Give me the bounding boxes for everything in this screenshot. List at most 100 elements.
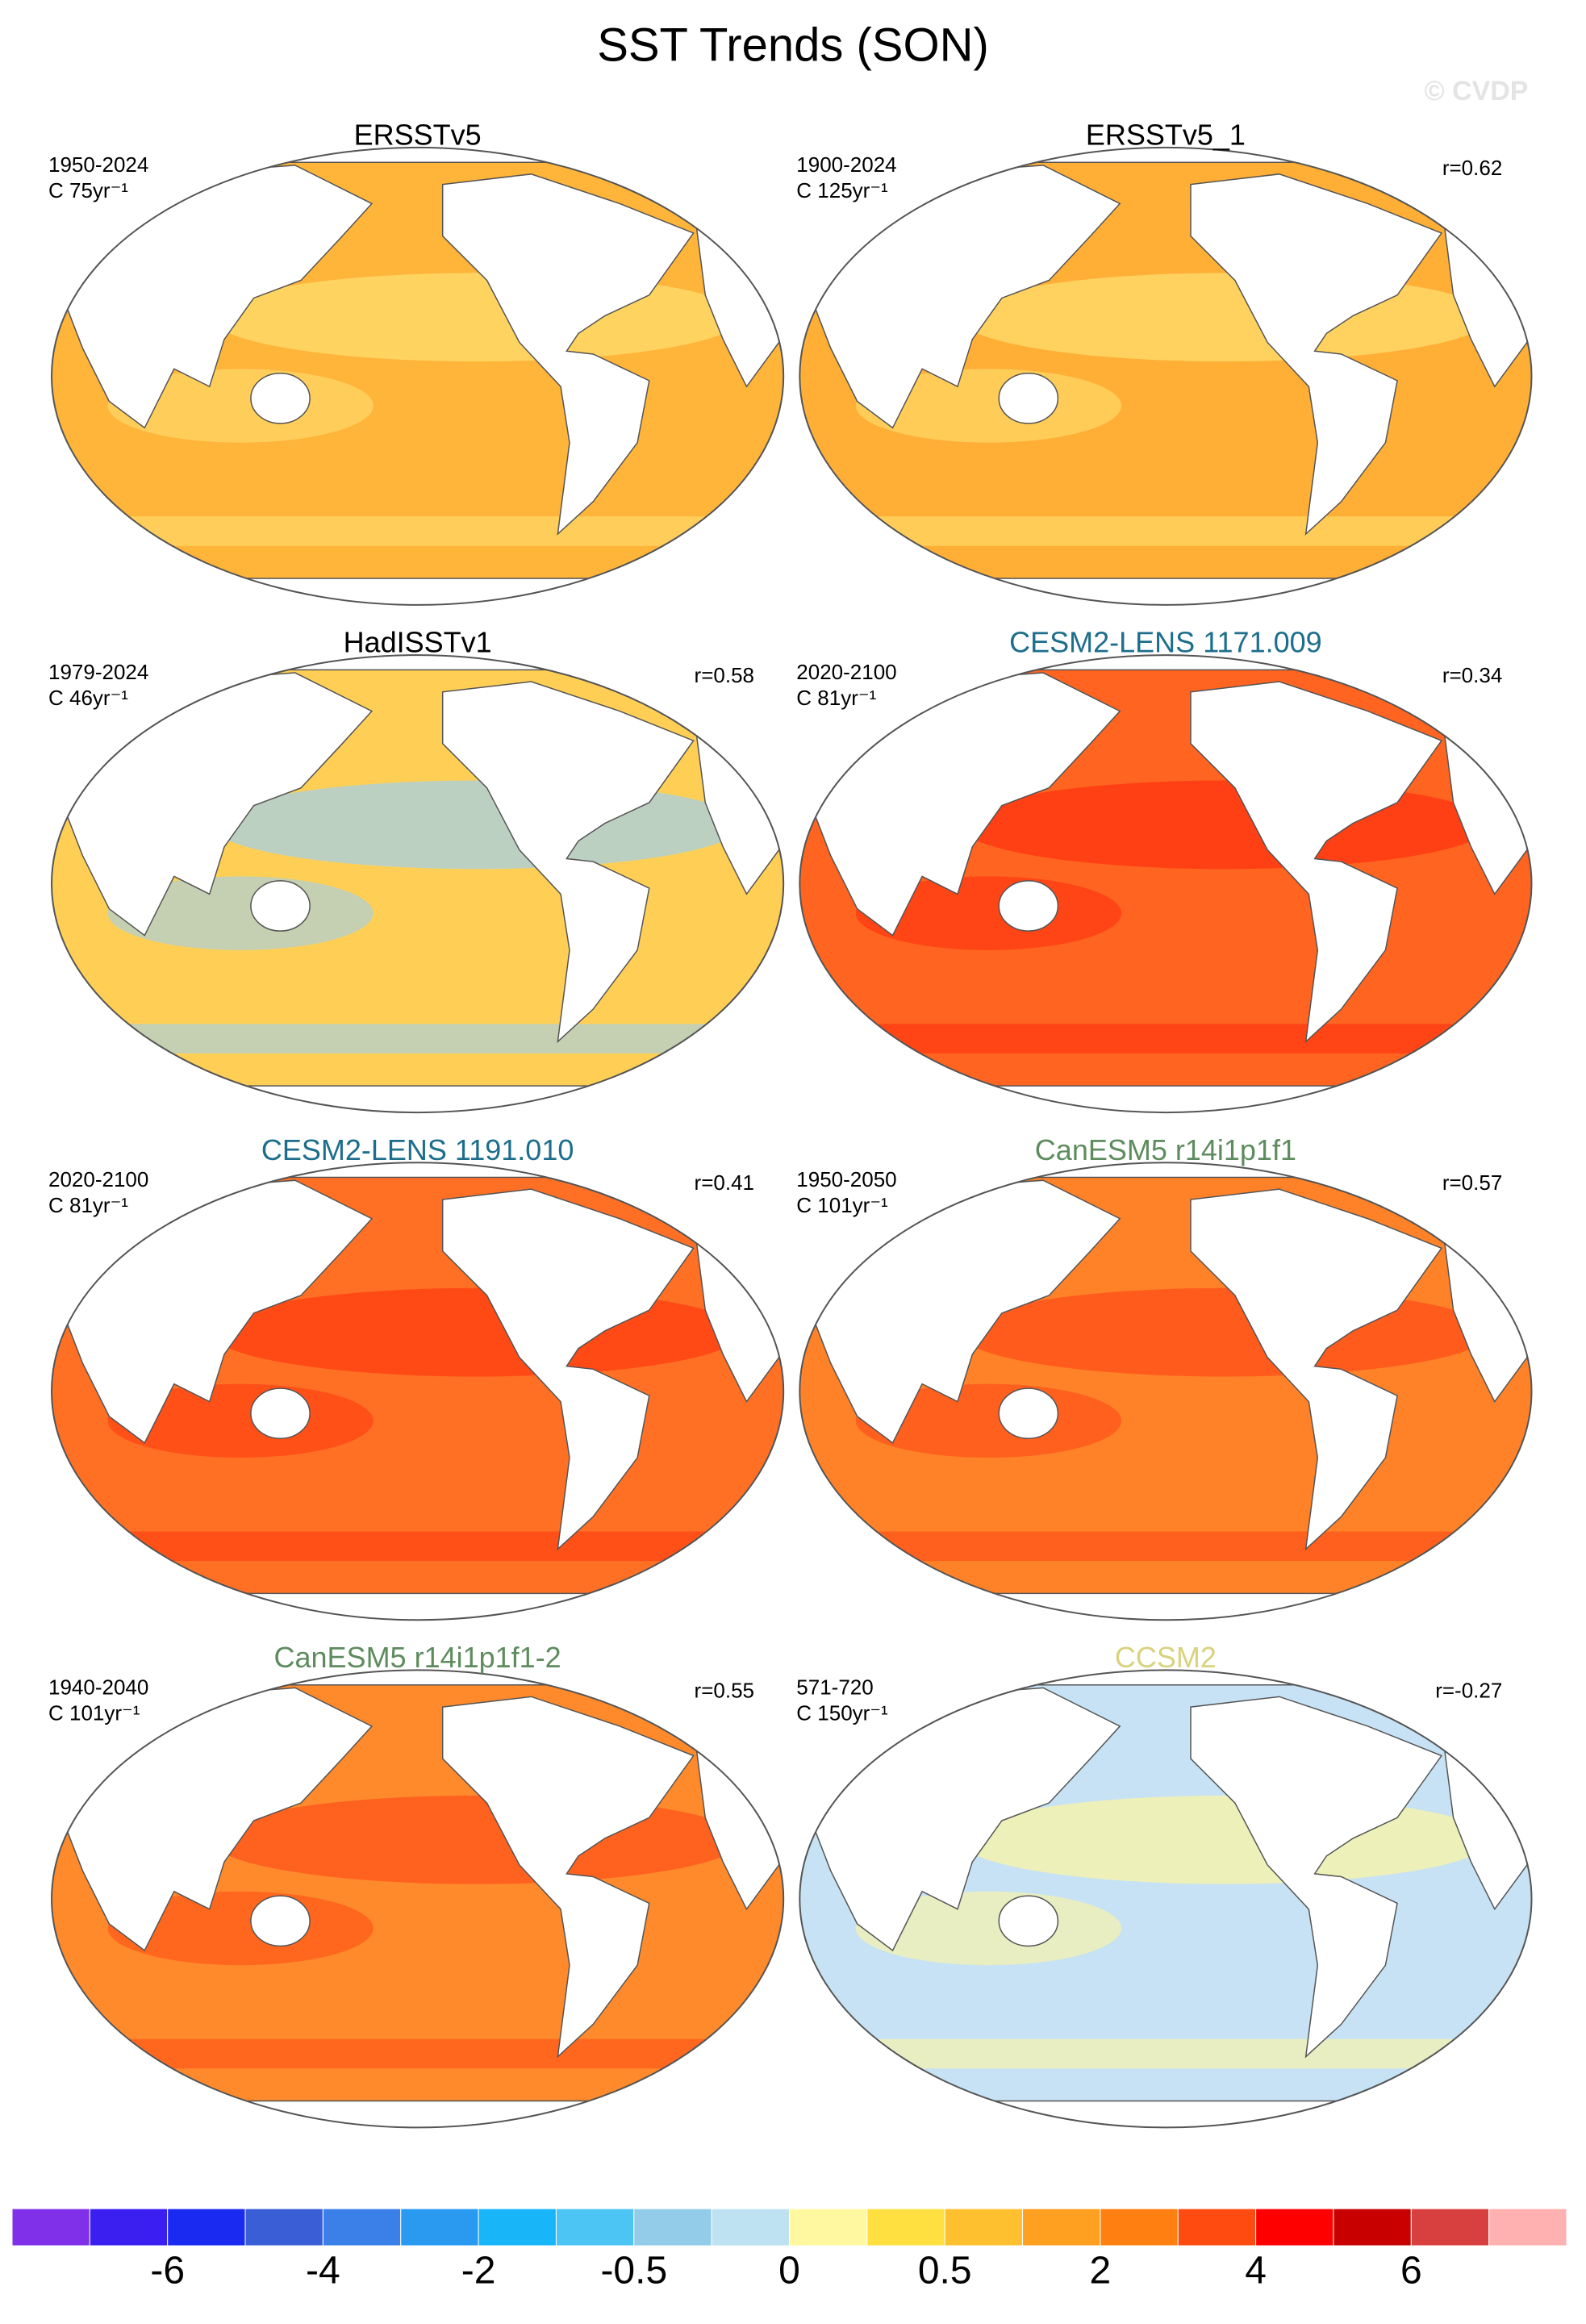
southern-band: [52, 1024, 784, 1054]
colorbar-box: [944, 2208, 1024, 2247]
colorbar-box: [167, 2208, 246, 2247]
panel-title: CESM2-LENS 1171.009: [1009, 626, 1322, 659]
units: C 125yr⁻¹: [796, 178, 888, 202]
period: 1950-2050: [796, 1167, 896, 1191]
correlation: r=0.34: [1442, 663, 1502, 687]
colorbar-box: [1255, 2208, 1334, 2247]
land: [58, 1085, 783, 1113]
land: [441, 1696, 695, 2059]
colorbar-box: [11, 2208, 90, 2247]
colorbar-box: [1333, 2208, 1412, 2247]
land: [441, 681, 695, 1044]
correlation: r=0.55: [695, 1678, 754, 1702]
correlation: r=0.57: [1442, 1170, 1502, 1195]
colorbar-box: [789, 2208, 868, 2247]
map-outline: [799, 1162, 1533, 1621]
ocean-band: [958, 273, 1491, 362]
units: C 101yr⁻¹: [48, 1700, 140, 1725]
units: C 81yr⁻¹: [48, 1193, 128, 1217]
ocean-band: [211, 1287, 742, 1377]
correlation: r=0.58: [695, 663, 754, 687]
colorbar-label: -6: [150, 2250, 185, 2293]
watermark: © CVDP: [1425, 76, 1529, 106]
colorbar-label: 0.5: [918, 2250, 972, 2293]
colorbar-box: [711, 2208, 791, 2247]
colorbar-label: 2: [1090, 2250, 1112, 2293]
land: [250, 372, 311, 424]
colorbar-box: [1100, 2208, 1179, 2247]
units: C 101yr⁻¹: [796, 1193, 888, 1217]
panel-title: CCSM2: [1115, 1641, 1217, 1674]
units: C 81yr⁻¹: [796, 686, 876, 710]
land: [250, 880, 311, 932]
land: [58, 2100, 783, 2128]
map-outline: [799, 146, 1533, 606]
units: C 150yr⁻¹: [796, 1700, 888, 1725]
figure-title: SST Trends (SON): [597, 19, 989, 71]
panel-title: CESM2-LENS 1191.010: [261, 1133, 574, 1166]
panel-title: HadISSTv1: [344, 626, 492, 659]
colorbar-label: -4: [306, 2250, 340, 2293]
land: [806, 578, 1531, 605]
period: 1940-2040: [48, 1675, 148, 1699]
southern-band: [52, 2038, 784, 2069]
correlation: r=0.62: [1442, 156, 1502, 180]
units: C 46yr⁻¹: [48, 686, 128, 710]
units: C 75yr⁻¹: [48, 178, 128, 202]
land: [250, 1387, 311, 1440]
land: [58, 1592, 783, 1621]
period: 1900-2024: [796, 152, 896, 177]
land: [1190, 681, 1443, 1044]
map-body: [52, 147, 784, 605]
ocean-band: [958, 1287, 1491, 1377]
ocean-band: [211, 780, 742, 870]
land: [1190, 173, 1443, 536]
map-body: [52, 1670, 784, 2128]
southern-band: [799, 2038, 1532, 2069]
colorbar-box: [478, 2208, 557, 2247]
colorbar-label: -2: [461, 2250, 496, 2293]
land: [806, 1085, 1531, 1113]
period: 1979-2024: [48, 660, 148, 684]
ocean-band: [211, 1795, 742, 1884]
map-outline: [799, 1669, 1533, 2129]
ocean-band: [958, 780, 1491, 870]
colorbar-label: 0: [778, 2250, 800, 2293]
colorbar-box: [1022, 2208, 1101, 2247]
land: [998, 1895, 1059, 1947]
southern-band: [799, 516, 1532, 546]
land: [441, 1188, 695, 1551]
colorbar-label: 6: [1400, 2250, 1422, 2293]
colorbar-box: [89, 2208, 169, 2247]
map-outline: [51, 1669, 785, 2129]
colorbar-box: [1488, 2208, 1567, 2247]
land: [441, 173, 695, 536]
map-body: [799, 147, 1532, 605]
period: 571-720: [796, 1675, 873, 1699]
colorbar-label: 4: [1245, 2250, 1267, 2293]
map-body: [52, 655, 784, 1113]
panel-title: CanESM5 r14i1p1f1-2: [274, 1641, 561, 1674]
panel-title: ERSSTv5_1: [1086, 119, 1246, 152]
ocean-band: [211, 273, 742, 362]
colorbar-box: [633, 2208, 712, 2247]
land: [250, 1895, 311, 1947]
panel-title: ERSSTv5: [354, 119, 482, 152]
map-body: [799, 655, 1532, 1113]
land: [1190, 1188, 1443, 1551]
colorbar-box: [322, 2208, 402, 2247]
correlation: r=0.41: [695, 1170, 754, 1195]
land: [998, 880, 1059, 932]
southern-band: [799, 1531, 1532, 1562]
map-outline: [51, 654, 785, 1114]
southern-band: [52, 1531, 784, 1562]
panel-title: CanESM5 r14i1p1f1: [1035, 1133, 1296, 1166]
ocean-band: [958, 1795, 1491, 1884]
map-outline: [51, 146, 785, 606]
colorbar-box: [244, 2208, 323, 2247]
map-body: [799, 1670, 1532, 2128]
